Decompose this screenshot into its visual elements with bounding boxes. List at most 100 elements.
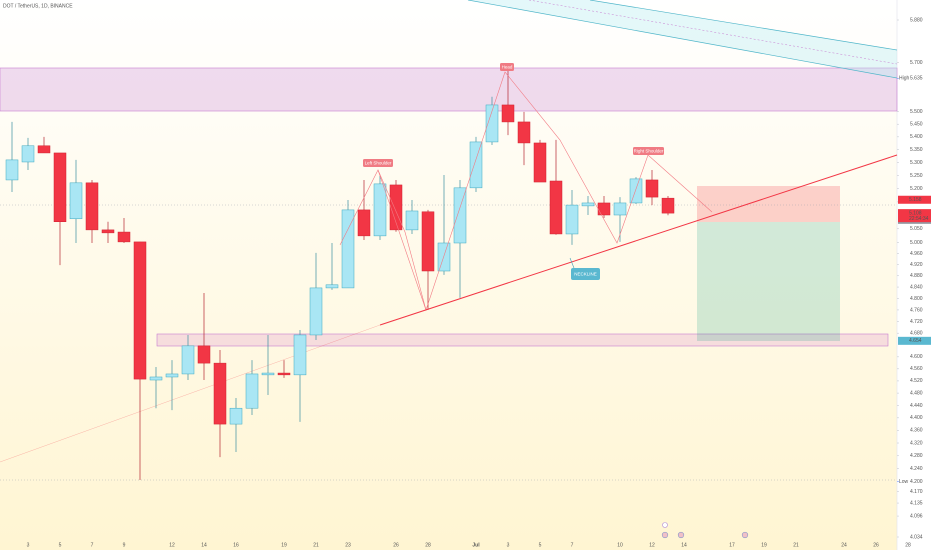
candle-body	[261, 372, 275, 376]
pattern-lines	[339, 71, 713, 312]
candle-body	[245, 373, 259, 409]
x-tick-label: 9	[123, 542, 126, 548]
x-tick-label: 17	[729, 542, 735, 548]
x-tick-label: 28	[425, 542, 431, 548]
candle-body	[21, 145, 35, 163]
x-tick-label: 19	[281, 542, 287, 548]
y-tick-label: 4.480	[910, 390, 923, 396]
event-icon[interactable]	[677, 531, 685, 539]
candle-body	[197, 345, 211, 364]
candle-body	[533, 142, 547, 183]
x-tick-label: 7	[571, 542, 574, 548]
chart-title: DOT / TetherUS, 1D, BINANCE	[3, 3, 73, 9]
candle-body	[133, 241, 147, 380]
right-shoulder-label: Right Shoulder	[634, 148, 664, 153]
demand-zone	[156, 333, 889, 347]
y-tick-label: 4.135	[910, 500, 923, 506]
candle-body	[437, 242, 451, 272]
neckline-pointer	[569, 257, 575, 269]
x-tick-label: 23	[345, 542, 351, 548]
y-tick-label: 4.560	[910, 366, 923, 372]
y-tick-label: 4.880	[910, 273, 923, 279]
candle-body	[293, 334, 307, 376]
x-tick-label: 14	[201, 542, 207, 548]
candle-body	[501, 104, 515, 123]
candle-body	[549, 180, 563, 235]
candle-body	[629, 178, 643, 204]
y-tick-label: 5.200	[910, 186, 923, 192]
plot-background	[0, 0, 897, 550]
position-level-label: 4.654	[909, 338, 922, 344]
y-tick-label: 5.450	[910, 122, 923, 128]
candle-body	[325, 284, 339, 289]
left-shoulder-box	[363, 159, 393, 167]
y-tick-label: 5.700	[910, 60, 923, 66]
candle-body	[485, 104, 499, 143]
candle-body	[101, 229, 115, 234]
neckline-box	[571, 268, 600, 280]
candle-body	[581, 202, 595, 207]
candle-body	[565, 204, 579, 235]
candle-body	[421, 211, 435, 272]
y-tick-label: 4.280	[910, 453, 923, 459]
y-tick-label: 4.680	[910, 331, 923, 337]
low-value: 4.200	[910, 479, 923, 485]
event-icon[interactable]	[662, 522, 668, 528]
price-axis: 5.880 5.700 5.500 5.450 5.400 5.350 5.300 5.250…	[27, 17, 931, 548]
candle-body	[229, 407, 243, 425]
last-price-box	[898, 209, 931, 223]
position-level-label: 5.158	[909, 197, 922, 203]
y-tick-label: 4.960	[910, 251, 923, 257]
x-tick-label: 14	[681, 542, 687, 548]
y-tick-label: 4.096	[910, 513, 923, 519]
trend-line	[0, 324, 381, 463]
x-tick-label: 19	[761, 542, 767, 548]
y-tick-label: 5.250	[910, 173, 923, 179]
neckline-label: NECKLINE	[574, 271, 597, 276]
x-tick-label: 5	[59, 542, 62, 548]
candle-body	[373, 183, 387, 237]
y-tick-label: 4.440	[910, 403, 923, 409]
position-level-label-box	[898, 195, 931, 204]
candle-body	[661, 197, 675, 214]
y-tick-label: 5.300	[910, 160, 923, 166]
candle-body	[597, 202, 611, 216]
x-tick-label: 10	[617, 542, 623, 548]
candle-body	[613, 202, 627, 216]
low-label: Low	[899, 479, 909, 485]
position-level-label-box	[898, 336, 931, 345]
right-shoulder-box	[633, 147, 664, 155]
y-tick-label: 4.760	[910, 307, 923, 313]
y-tick-label: 4.600	[910, 354, 923, 360]
event-icon[interactable]	[661, 531, 669, 539]
last-price: 5.108	[909, 210, 922, 216]
channel-line	[467, 0, 898, 79]
candle-body	[181, 345, 195, 375]
candle-body	[341, 209, 355, 289]
x-tick-label: 21	[313, 542, 319, 548]
event-icon[interactable]	[741, 531, 749, 539]
price-axis-background	[897, 0, 932, 550]
y-tick-label: 4.840	[910, 284, 923, 290]
y-tick-label: 4.240	[910, 466, 923, 472]
y-tick-label: 4.720	[910, 319, 923, 325]
candle-body	[117, 231, 131, 243]
high-label: High	[899, 76, 910, 82]
head-label-box	[500, 63, 514, 71]
y-tick-label: 4.400	[910, 415, 923, 421]
head-label: Head	[502, 64, 513, 69]
high-value: 5.635	[910, 76, 923, 82]
x-tick-label: 16	[233, 542, 239, 548]
y-tick-label: 5.050	[910, 226, 923, 232]
y-tick-label: 5.880	[910, 17, 923, 23]
candle-body	[277, 372, 291, 376]
x-tick-label: 21	[793, 542, 799, 548]
candle-body	[149, 376, 163, 381]
candle-body	[469, 141, 483, 189]
y-tick-label: 5.350	[910, 147, 923, 153]
y-tick-label: 4.360	[910, 428, 923, 434]
x-tick-label: 5	[539, 542, 542, 548]
x-tick-label: 26	[873, 542, 879, 548]
x-tick-label: 12	[169, 542, 175, 548]
